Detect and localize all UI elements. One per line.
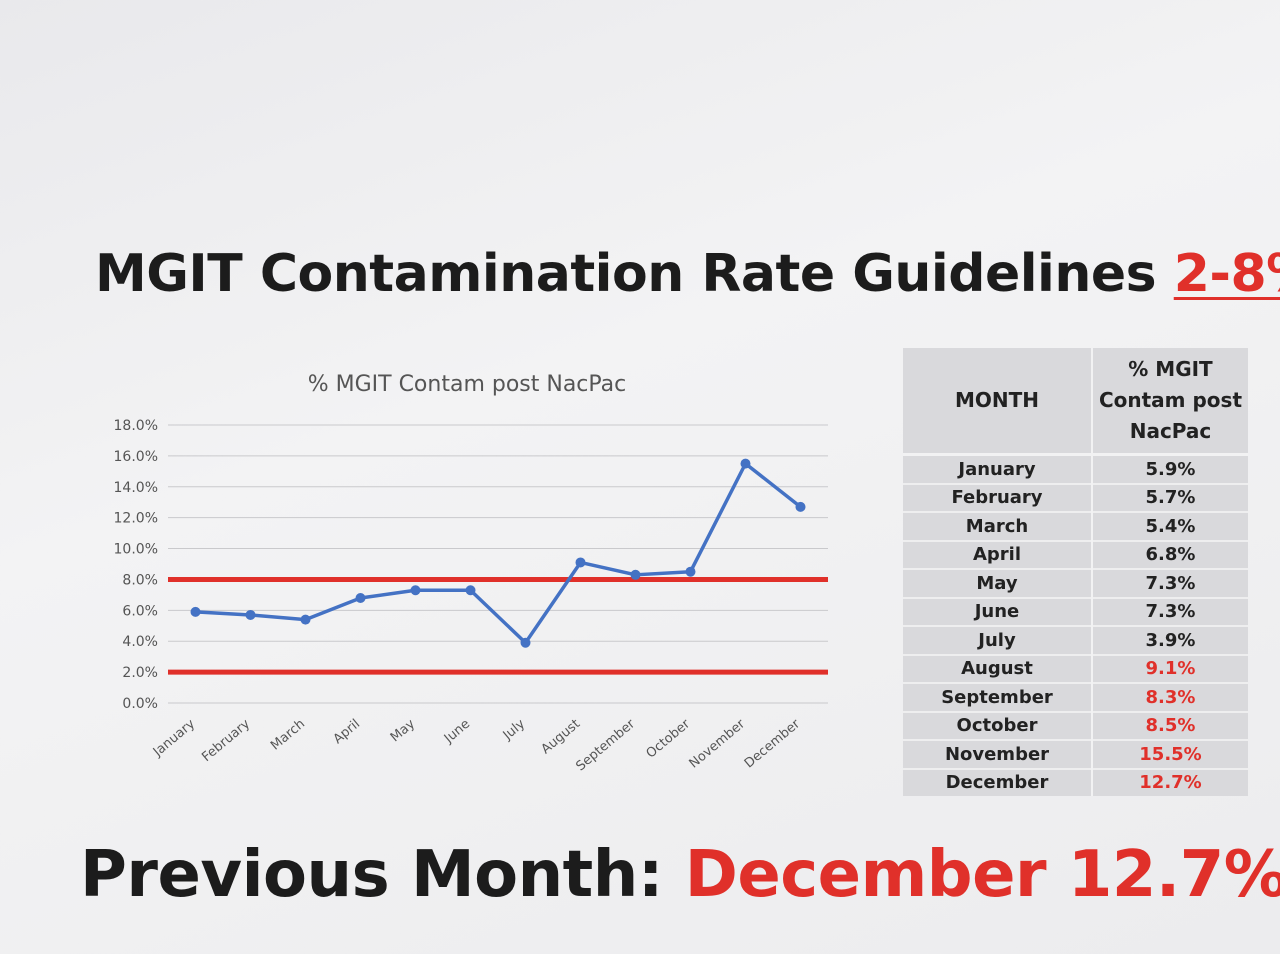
table-row: July 3.9%: [903, 625, 1248, 655]
table-header-rate: % MGIT Contam post NacPac: [1092, 348, 1248, 456]
table-cell-month: November: [903, 739, 1093, 769]
table-row: August 9.1%: [903, 653, 1248, 683]
table-cell-rate: 15.5%: [1092, 739, 1248, 769]
data-point: [465, 585, 476, 596]
y-tick-label: 18.0%: [114, 418, 158, 434]
chart-canvas: 0.0% 2.0% 4.0% 6.0% 8.0% 10.0% 12.0% 14.0% 16.0%…: [114, 372, 828, 774]
table-header-row: MONTH % MGIT Contam post NacPac: [903, 348, 1248, 456]
x-tick-label: September: [573, 716, 638, 774]
data-point: [520, 637, 531, 648]
table-cell-month: August: [903, 653, 1093, 683]
y-tick-label: 16.0%: [114, 449, 158, 465]
headline-text: MGIT Contamination Rate Guidelines: [95, 244, 1157, 304]
table-row: January 5.9%: [903, 453, 1248, 484]
table-cell-rate: 7.3%: [1092, 568, 1248, 598]
table-cell-rate: 5.4%: [1092, 511, 1248, 541]
data-point: [300, 614, 311, 625]
previous-month-label: Previous Month:: [80, 838, 663, 912]
table-row: December 12.7%: [903, 767, 1248, 796]
table-cell-rate: 5.9%: [1092, 453, 1248, 484]
table-body: January 5.9% February 5.7% March 5.4% April 6.8…: [903, 453, 1248, 796]
table-row: September 8.3%: [903, 682, 1248, 712]
x-tick-label: November: [687, 716, 749, 771]
table-row: October 8.5%: [903, 710, 1248, 740]
table-cell-month: October: [903, 710, 1093, 740]
y-tick-label: 0.0%: [122, 696, 158, 712]
data-point: [575, 557, 586, 568]
x-tick-label: April: [331, 717, 363, 748]
series-line: [195, 461, 802, 645]
y-tick-label: 12.0%: [114, 511, 158, 527]
y-tick-label: 10.0%: [114, 542, 158, 558]
table-header-month: MONTH: [903, 348, 1093, 456]
table-row: March 5.4%: [903, 511, 1248, 541]
table-cell-month: January: [903, 453, 1093, 484]
x-tick-label: October: [644, 716, 694, 761]
y-tick-label: 6.0%: [122, 603, 158, 619]
table-cell-month: April: [903, 539, 1093, 569]
table-row: November 15.5%: [903, 739, 1248, 769]
data-point: [190, 606, 201, 617]
guideline-range: 2-8%: [1173, 244, 1280, 304]
previous-month-banner: Previous Month: December 12.7%: [80, 838, 1280, 912]
table-cell-rate: 12.7%: [1092, 767, 1248, 796]
table-cell-rate: 6.8%: [1092, 539, 1248, 569]
table-cell-month: July: [903, 625, 1093, 655]
data-point: [355, 592, 366, 603]
x-tick-label: January: [150, 716, 198, 760]
data-point: [410, 585, 421, 596]
table-cell-rate: 7.3%: [1092, 596, 1248, 626]
x-tick-label: March: [268, 717, 308, 754]
table-row: April 6.8%: [903, 539, 1248, 569]
data-point: [630, 569, 641, 580]
table-cell-rate: 3.9%: [1092, 625, 1248, 655]
table-cell-month: May: [903, 568, 1093, 598]
table-cell-month: December: [903, 767, 1093, 796]
contamination-line-chart: 0.0% 2.0% 4.0% 6.0% 8.0% 10.0% 12.0% 14.0% 16.0%…: [80, 355, 860, 795]
table-cell-month: February: [903, 482, 1093, 512]
table-cell-rate: 9.1%: [1092, 653, 1248, 683]
x-tick-label: July: [500, 716, 529, 743]
y-tick-label: 14.0%: [114, 480, 158, 496]
table-row: June 7.3%: [903, 596, 1248, 626]
y-tick-label: 2.0%: [122, 665, 158, 681]
table-cell-month: September: [903, 682, 1093, 712]
x-tick-label: May: [388, 716, 418, 745]
y-tick-label: 8.0%: [122, 572, 158, 588]
monthly-rate-table: MONTH % MGIT Contam post NacPac January 5…: [903, 348, 1248, 796]
data-point: [245, 609, 256, 620]
data-point: [795, 501, 806, 512]
table-cell-month: June: [903, 596, 1093, 626]
data-point: [740, 458, 751, 469]
y-tick-label: 4.0%: [122, 634, 158, 650]
table-row: May 7.3%: [903, 568, 1248, 598]
x-tick-label: August: [539, 717, 583, 758]
table-cell-rate: 5.7%: [1092, 482, 1248, 512]
x-tick-label: December: [742, 716, 804, 771]
x-tick-label: June: [441, 717, 473, 747]
previous-month-value: December 12.7%: [684, 838, 1280, 912]
table-cell-rate: 8.3%: [1092, 682, 1248, 712]
table-cell-rate: 8.5%: [1092, 710, 1248, 740]
table-row: February 5.7%: [903, 482, 1248, 512]
page-headline: MGIT Contamination Rate Guidelines 2-8%: [95, 244, 1280, 304]
data-point: [685, 566, 696, 577]
chart-title: % MGIT Contam post NacPac: [308, 372, 627, 397]
x-tick-label: February: [199, 716, 253, 765]
table-cell-month: March: [903, 511, 1093, 541]
